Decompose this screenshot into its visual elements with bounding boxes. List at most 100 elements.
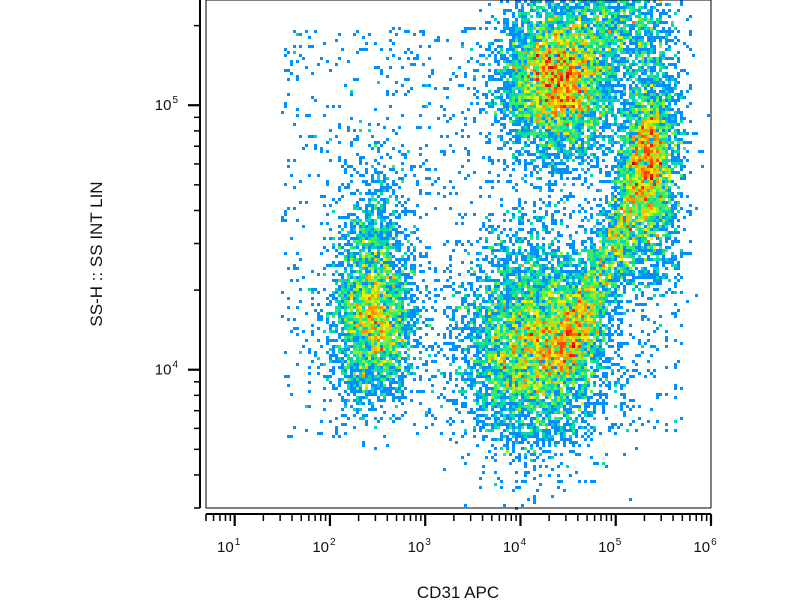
density-point bbox=[656, 114, 659, 117]
density-point bbox=[668, 258, 671, 261]
density-point bbox=[374, 189, 377, 192]
density-point bbox=[593, 270, 596, 273]
density-point bbox=[647, 81, 650, 84]
density-point bbox=[656, 243, 659, 246]
density-point bbox=[383, 258, 386, 261]
density-point bbox=[506, 66, 509, 69]
density-point bbox=[620, 51, 623, 54]
density-point bbox=[545, 126, 548, 129]
density-point bbox=[638, 195, 641, 198]
density-point bbox=[623, 264, 626, 267]
density-point bbox=[650, 174, 653, 177]
density-point bbox=[398, 126, 401, 129]
density-point bbox=[557, 54, 560, 57]
density-point bbox=[677, 204, 680, 207]
density-point bbox=[623, 123, 626, 126]
density-point bbox=[674, 171, 677, 174]
density-point bbox=[530, 54, 533, 57]
density-point bbox=[551, 84, 554, 87]
density-point bbox=[677, 225, 680, 228]
density-point bbox=[500, 45, 503, 48]
density-point bbox=[515, 114, 518, 117]
density-point bbox=[638, 225, 641, 228]
density-point bbox=[599, 6, 602, 9]
density-point bbox=[500, 48, 503, 51]
density-point bbox=[398, 243, 401, 246]
density-point bbox=[368, 222, 371, 225]
density-point bbox=[572, 96, 575, 99]
density-point bbox=[590, 111, 593, 114]
density-point bbox=[587, 147, 590, 150]
density-point bbox=[347, 261, 350, 264]
density-point bbox=[356, 219, 359, 222]
density-point bbox=[491, 252, 494, 255]
density-point bbox=[620, 39, 623, 42]
density-point bbox=[635, 174, 638, 177]
density-point bbox=[539, 141, 542, 144]
density-point bbox=[554, 135, 557, 138]
density-point bbox=[656, 72, 659, 75]
density-point bbox=[557, 240, 560, 243]
density-point bbox=[584, 102, 587, 105]
density-point bbox=[590, 240, 593, 243]
density-point bbox=[695, 207, 698, 210]
density-point bbox=[359, 258, 362, 261]
density-point bbox=[338, 141, 341, 144]
density-point bbox=[635, 156, 638, 159]
density-point bbox=[356, 264, 359, 267]
density-point bbox=[659, 141, 662, 144]
density-point bbox=[629, 138, 632, 141]
density-point bbox=[623, 135, 626, 138]
density-point bbox=[479, 228, 482, 231]
density-point bbox=[623, 159, 626, 162]
density-point bbox=[593, 165, 596, 168]
density-point bbox=[626, 168, 629, 171]
density-point bbox=[428, 168, 431, 171]
density-point bbox=[575, 27, 578, 30]
density-point bbox=[512, 234, 515, 237]
density-point bbox=[575, 168, 578, 171]
density-point bbox=[377, 174, 380, 177]
density-point bbox=[401, 264, 404, 267]
density-point bbox=[551, 51, 554, 54]
density-point bbox=[638, 12, 641, 15]
density-point bbox=[398, 27, 401, 30]
density-point bbox=[497, 264, 500, 267]
density-point bbox=[659, 216, 662, 219]
density-point bbox=[635, 0, 638, 3]
density-point bbox=[542, 108, 545, 111]
density-point bbox=[320, 222, 323, 225]
density-point bbox=[530, 171, 533, 174]
density-point bbox=[395, 264, 398, 267]
density-point bbox=[413, 33, 416, 36]
density-point bbox=[632, 204, 635, 207]
density-point bbox=[521, 108, 524, 111]
density-point bbox=[536, 108, 539, 111]
density-point bbox=[299, 45, 302, 48]
density-point bbox=[644, 72, 647, 75]
density-point bbox=[377, 150, 380, 153]
density-point bbox=[635, 15, 638, 18]
density-point bbox=[689, 30, 692, 33]
density-point bbox=[569, 105, 572, 108]
density-point bbox=[650, 132, 653, 135]
density-point bbox=[560, 63, 563, 66]
density-point bbox=[578, 18, 581, 21]
density-point bbox=[386, 228, 389, 231]
density-point bbox=[539, 36, 542, 39]
density-point bbox=[566, 33, 569, 36]
density-point bbox=[581, 21, 584, 24]
density-point bbox=[536, 90, 539, 93]
density-point bbox=[509, 81, 512, 84]
density-point bbox=[617, 15, 620, 18]
density-point bbox=[590, 120, 593, 123]
density-point bbox=[371, 222, 374, 225]
density-point bbox=[395, 195, 398, 198]
density-point bbox=[554, 144, 557, 147]
density-point bbox=[527, 24, 530, 27]
density-point bbox=[425, 144, 428, 147]
density-point bbox=[671, 120, 674, 123]
density-point bbox=[554, 66, 557, 69]
density-point bbox=[641, 177, 644, 180]
density-point bbox=[356, 51, 359, 54]
